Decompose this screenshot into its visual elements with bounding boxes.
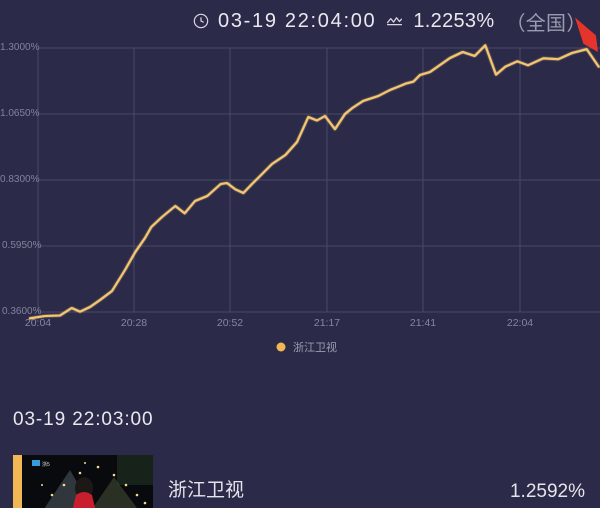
- svg-text:20:28: 20:28: [121, 317, 147, 329]
- svg-text:0.8300%: 0.8300%: [0, 174, 40, 185]
- svg-text:21:17: 21:17: [314, 317, 340, 329]
- svg-text:0.3600%: 0.3600%: [2, 306, 42, 317]
- svg-text:1.0650%: 1.0650%: [0, 108, 40, 119]
- svg-text:22:04: 22:04: [507, 317, 533, 329]
- svg-text:21:41: 21:41: [410, 317, 436, 329]
- svg-text:浙5: 浙5: [42, 461, 50, 468]
- svg-text:浙江卫视: 浙江卫视: [293, 340, 337, 354]
- svg-text:1.3000%: 1.3000%: [0, 42, 40, 53]
- svg-text:0.5950%: 0.5950%: [2, 240, 42, 251]
- svg-text:20:04: 20:04: [25, 317, 51, 329]
- svg-text:20:52: 20:52: [217, 317, 243, 329]
